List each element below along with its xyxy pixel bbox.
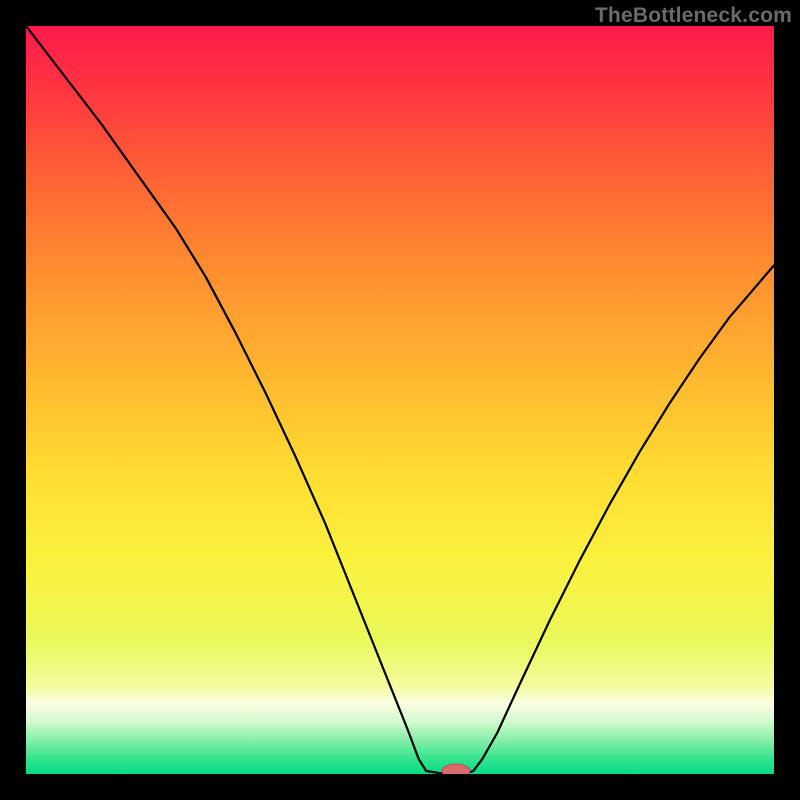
optimal-point-marker: [439, 761, 473, 774]
watermark-text: TheBottleneck.com: [595, 4, 792, 28]
chart-frame: TheBottleneck.com: [0, 0, 800, 800]
bottleneck-curve: [26, 26, 774, 774]
plot-area: [26, 26, 774, 774]
